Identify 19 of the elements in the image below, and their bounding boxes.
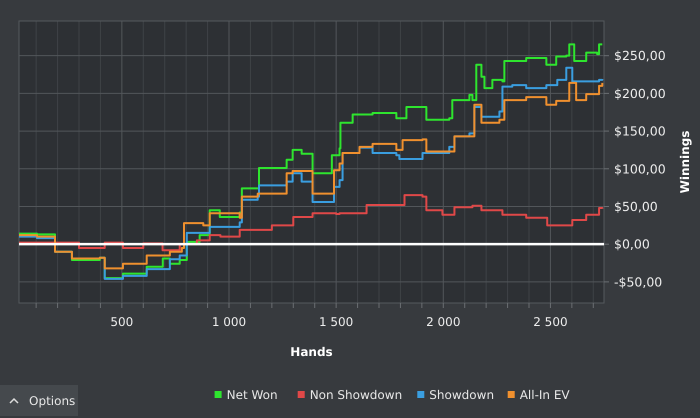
x-tick-label: 2 500 bbox=[533, 315, 568, 329]
legend-label: Non Showdown bbox=[310, 388, 402, 402]
y-tick-label: $150,00 bbox=[614, 124, 666, 139]
x-tick-label: 1 000 bbox=[212, 315, 246, 329]
legend-label: Showdown bbox=[429, 388, 494, 402]
y-axis-title: Winnings bbox=[678, 130, 692, 194]
y-tick-label: -$50,00 bbox=[614, 274, 662, 290]
y-tick-label: $250,00 bbox=[614, 48, 666, 64]
y-tick-label: $200,00 bbox=[614, 86, 666, 101]
x-tick-label: 2 000 bbox=[426, 315, 460, 329]
x-axis-title: Hands bbox=[290, 345, 333, 359]
x-tick-label: 500 bbox=[110, 315, 134, 329]
y-tick-label: $50,00 bbox=[614, 198, 658, 214]
x-tick-label: 1 500 bbox=[318, 315, 354, 329]
legend-label: All-In EV bbox=[520, 388, 570, 402]
y-tick-label: $0,00 bbox=[614, 236, 650, 252]
y-tick-label: $100,00 bbox=[614, 161, 666, 176]
text: Options bbox=[29, 394, 76, 408]
legend-label: Net Won bbox=[226, 388, 278, 402]
